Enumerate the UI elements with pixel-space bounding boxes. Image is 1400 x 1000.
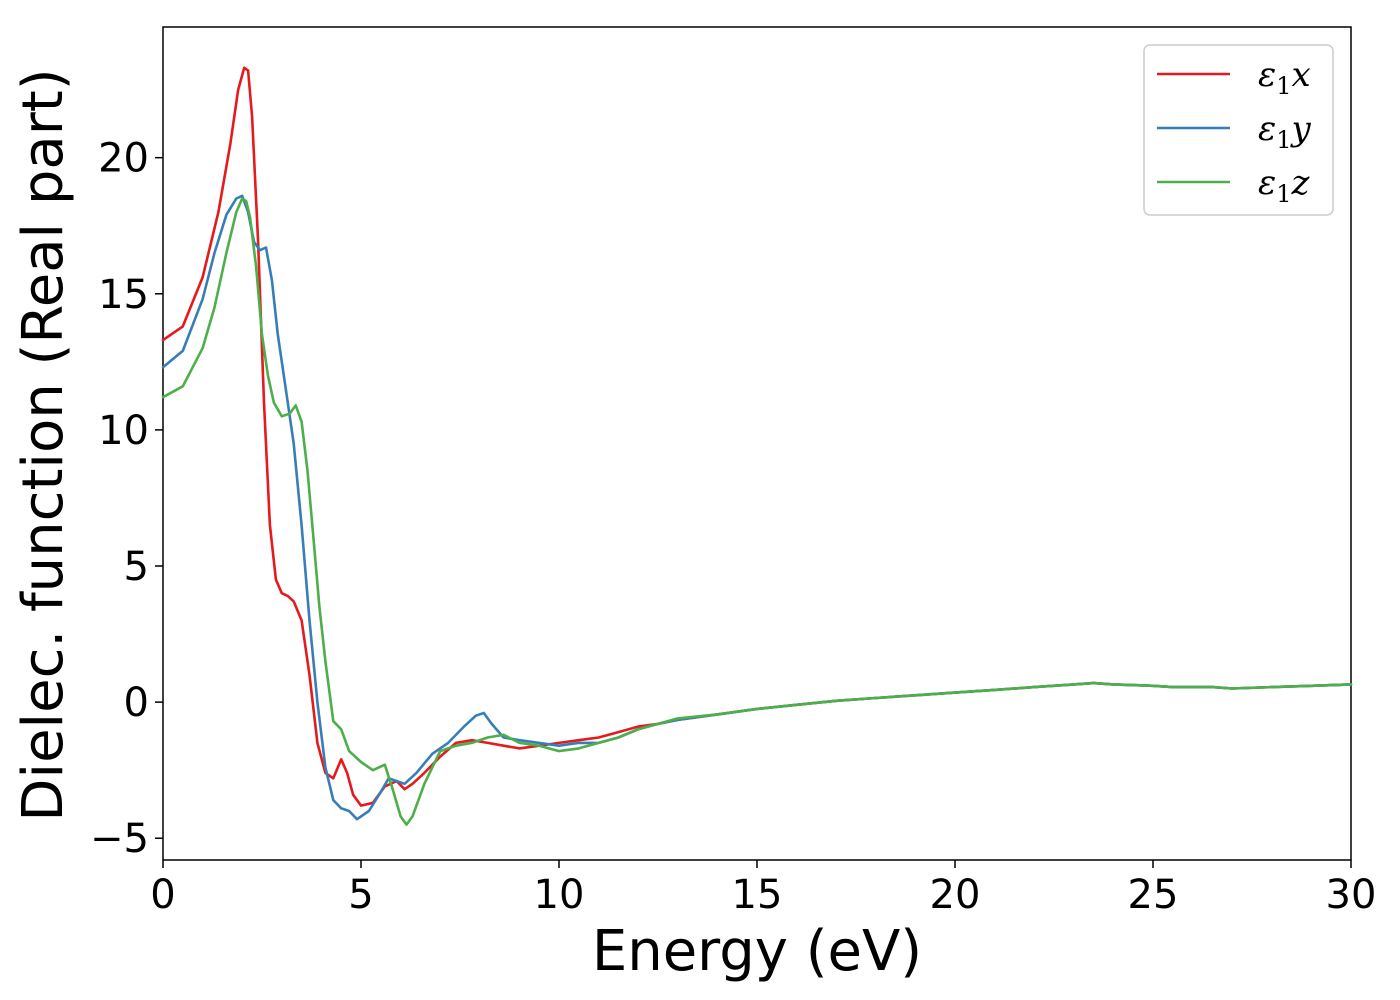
x-axis-title: Energy (eV) [592,919,922,984]
series-layer [161,66,1353,826]
x-tick-label: 5 [348,872,373,918]
y-axis: −5 0 5 10 15 20 [90,136,163,862]
y-tick-label: −5 [90,816,149,862]
y-axis-title: Dielec. function (Real part) [11,68,76,821]
x-tick-label: 15 [732,872,783,918]
series-line-z [161,197,1353,826]
x-tick-label: 0 [150,872,175,918]
x-axis: 0 5 10 15 20 25 30 [150,860,1376,918]
legend-frame [1143,44,1334,216]
x-tick-label: 10 [534,872,585,918]
legend-label-z: ε1z [1258,163,1311,208]
x-tick-label: 30 [1326,872,1377,918]
x-tick-label: 25 [1128,872,1179,918]
y-tick-label: 10 [98,408,149,454]
y-tick-label: 20 [98,136,149,182]
x-tick-label: 20 [930,872,981,918]
legend-label-y: ε1y [1258,109,1312,154]
y-tick-label: 5 [124,544,149,590]
y-tick-label: 0 [124,680,149,726]
legend: ε1x ε1y ε1z [1143,44,1334,216]
legend-label-x: ε1x [1258,55,1311,100]
y-tick-label: 15 [98,272,149,318]
